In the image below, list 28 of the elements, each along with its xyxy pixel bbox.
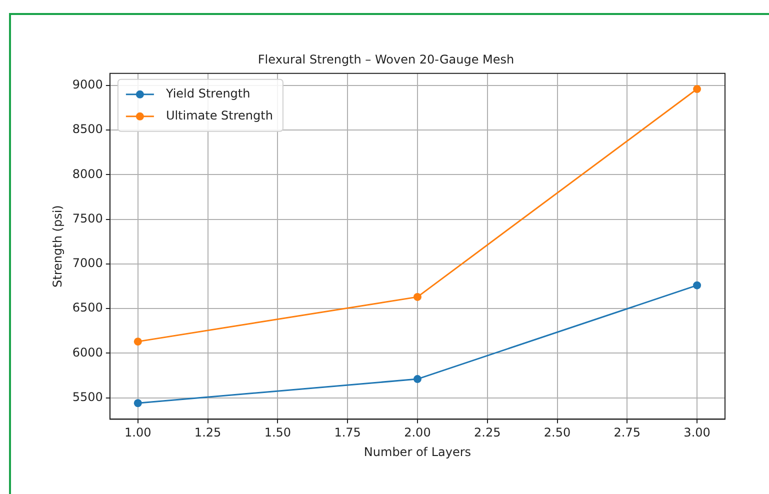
x-tick-label: 2.25 bbox=[474, 426, 501, 440]
point bbox=[413, 292, 422, 301]
x-tick-label: 1.25 bbox=[194, 426, 222, 440]
y-tick-label: 9000 bbox=[72, 78, 103, 92]
chart-title: Flexural Strength – Woven 20-Gauge Mesh bbox=[258, 52, 514, 66]
point bbox=[693, 281, 702, 290]
y-axis-title: Strength (psi) bbox=[50, 205, 64, 288]
y-tick-label: 5500 bbox=[72, 390, 103, 404]
x-tick-label: 1.00 bbox=[124, 426, 152, 440]
point bbox=[693, 85, 702, 94]
y-tick-label: 8000 bbox=[72, 166, 103, 181]
x-tick-label: 2.50 bbox=[544, 426, 571, 440]
y-tick-label: 6000 bbox=[72, 345, 103, 360]
legend-label: Yield Strength bbox=[164, 86, 250, 101]
x-tick-label: 3.00 bbox=[684, 426, 710, 440]
y-tick-label: 8500 bbox=[72, 122, 103, 136]
point bbox=[134, 338, 142, 346]
y-tick-label: 7000 bbox=[72, 256, 103, 270]
x-tick-label: 1.75 bbox=[334, 426, 361, 440]
x-tick-label: 2.00 bbox=[404, 426, 431, 440]
point bbox=[134, 399, 142, 408]
x-tick-label: 2.75 bbox=[614, 426, 641, 440]
x-axis-title: Number of Layers bbox=[364, 444, 472, 459]
y-tick-label: 7500 bbox=[72, 211, 103, 226]
y-tick-label: 6500 bbox=[72, 300, 103, 315]
point bbox=[413, 375, 422, 384]
x-tick-label: 1.50 bbox=[264, 426, 292, 440]
legend-label: Ultimate Strength bbox=[166, 108, 273, 123]
